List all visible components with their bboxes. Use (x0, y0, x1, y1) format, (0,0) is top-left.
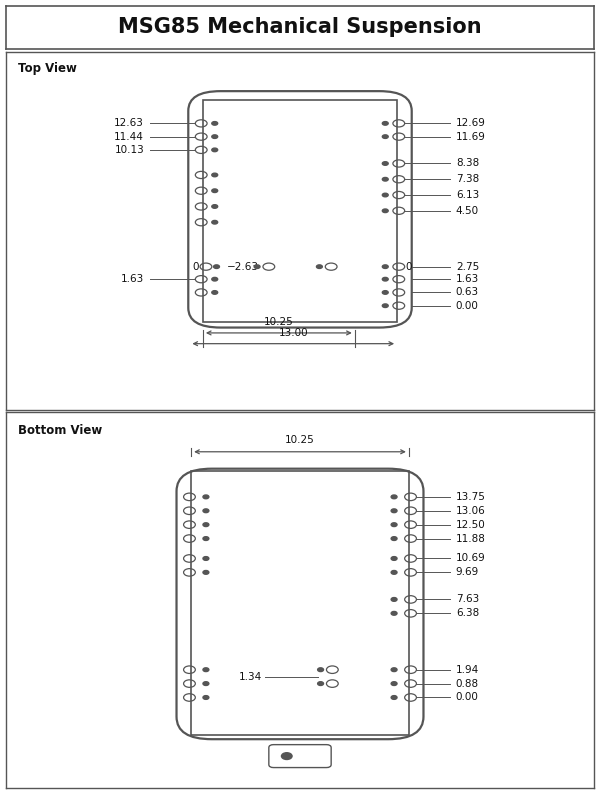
Circle shape (281, 753, 292, 759)
Circle shape (203, 495, 209, 499)
Circle shape (382, 135, 388, 139)
Text: 0: 0 (406, 262, 412, 271)
Circle shape (382, 122, 388, 125)
Text: 12.50: 12.50 (456, 520, 485, 529)
Text: 4.50: 4.50 (456, 206, 479, 216)
Circle shape (317, 681, 323, 685)
Text: 6.38: 6.38 (456, 608, 479, 618)
Text: 8.38: 8.38 (456, 158, 479, 169)
Circle shape (212, 189, 218, 193)
Circle shape (212, 135, 218, 139)
Circle shape (212, 174, 218, 177)
Text: 1.34: 1.34 (239, 672, 262, 681)
Circle shape (316, 265, 322, 268)
Circle shape (203, 537, 209, 540)
Circle shape (391, 571, 397, 574)
Circle shape (391, 611, 397, 615)
Circle shape (382, 265, 388, 268)
Text: 11.44: 11.44 (115, 131, 144, 142)
Circle shape (203, 668, 209, 672)
Circle shape (382, 193, 388, 197)
Text: 7.38: 7.38 (456, 174, 479, 184)
Circle shape (382, 209, 388, 213)
Text: 0: 0 (193, 262, 199, 271)
Text: 2.75: 2.75 (456, 262, 479, 271)
Text: MSG85 Mechanical Suspension: MSG85 Mechanical Suspension (118, 18, 482, 37)
Text: 6.13: 6.13 (456, 190, 479, 200)
Text: 0.63: 0.63 (456, 287, 479, 298)
Circle shape (391, 556, 397, 560)
Circle shape (382, 277, 388, 281)
Text: 11.69: 11.69 (456, 131, 485, 142)
Circle shape (382, 178, 388, 181)
Circle shape (212, 277, 218, 281)
Circle shape (391, 681, 397, 685)
Circle shape (212, 220, 218, 224)
Text: 10.69: 10.69 (456, 553, 485, 564)
Circle shape (391, 598, 397, 601)
Circle shape (317, 668, 323, 672)
Circle shape (382, 162, 388, 166)
Circle shape (203, 681, 209, 685)
Circle shape (214, 265, 220, 268)
Text: 10.25: 10.25 (264, 317, 294, 327)
Text: 13.00: 13.00 (278, 328, 308, 338)
Circle shape (212, 148, 218, 152)
Circle shape (391, 523, 397, 526)
Circle shape (391, 537, 397, 540)
Text: 11.88: 11.88 (456, 533, 485, 544)
Circle shape (203, 523, 209, 526)
Text: Top View: Top View (18, 63, 77, 76)
Text: 1.63: 1.63 (456, 274, 479, 284)
Text: 13.06: 13.06 (456, 505, 485, 516)
Text: Bottom View: Bottom View (18, 423, 102, 436)
Text: 1.94: 1.94 (456, 665, 479, 675)
Circle shape (391, 495, 397, 499)
Text: −2.63: −2.63 (227, 262, 259, 271)
Text: 12.69: 12.69 (456, 119, 485, 128)
Text: 10.25: 10.25 (285, 435, 315, 445)
Circle shape (382, 304, 388, 307)
Text: 0.00: 0.00 (456, 301, 479, 310)
Circle shape (391, 668, 397, 672)
Circle shape (212, 291, 218, 295)
Text: 9.69: 9.69 (456, 568, 479, 577)
Circle shape (203, 509, 209, 513)
Text: 7.63: 7.63 (456, 595, 479, 604)
Circle shape (391, 696, 397, 700)
Text: 0.88: 0.88 (456, 679, 479, 689)
Circle shape (212, 205, 218, 209)
Circle shape (203, 556, 209, 560)
Text: 1.63: 1.63 (121, 274, 144, 284)
Bar (191, 470, 409, 736)
Circle shape (382, 291, 388, 295)
Bar (203, 100, 397, 322)
Text: 0.00: 0.00 (456, 693, 479, 703)
Circle shape (203, 696, 209, 700)
Circle shape (203, 571, 209, 574)
Text: 13.75: 13.75 (456, 492, 485, 501)
Text: 12.63: 12.63 (115, 119, 144, 128)
Circle shape (254, 265, 260, 268)
Circle shape (391, 509, 397, 513)
Text: 10.13: 10.13 (115, 145, 144, 155)
Circle shape (212, 122, 218, 125)
